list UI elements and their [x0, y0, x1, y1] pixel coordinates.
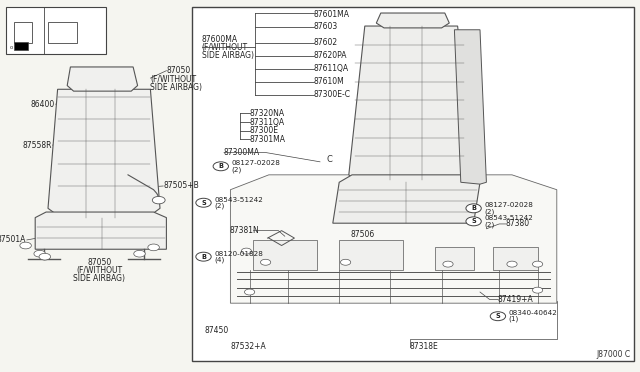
Text: o: o	[10, 45, 13, 50]
Text: 87602: 87602	[314, 38, 338, 47]
Text: (2): (2)	[484, 208, 495, 215]
Text: 87505+B: 87505+B	[163, 182, 199, 190]
Text: 87419+A: 87419+A	[498, 295, 534, 304]
Circle shape	[532, 261, 543, 267]
Polygon shape	[230, 175, 557, 303]
Circle shape	[260, 259, 271, 265]
Circle shape	[134, 250, 145, 257]
Text: 08340-40642: 08340-40642	[509, 310, 557, 316]
Text: 87300E-C: 87300E-C	[314, 90, 351, 99]
Circle shape	[39, 253, 51, 260]
Circle shape	[340, 259, 351, 265]
Text: (4): (4)	[214, 256, 225, 263]
Text: 87610M: 87610M	[314, 77, 344, 86]
Circle shape	[20, 242, 31, 249]
Text: (F/WITHOUT: (F/WITHOUT	[76, 266, 122, 275]
Text: 87506: 87506	[351, 230, 375, 239]
Text: 87311QA: 87311QA	[250, 118, 285, 126]
Circle shape	[34, 250, 45, 257]
Bar	[14, 22, 32, 43]
Text: (1): (1)	[509, 316, 519, 323]
Text: 87558R: 87558R	[23, 141, 52, 150]
Text: J87000 C: J87000 C	[596, 350, 630, 359]
Circle shape	[507, 261, 517, 267]
Text: 08127-02028: 08127-02028	[232, 160, 280, 166]
Circle shape	[490, 312, 506, 321]
Bar	[435, 247, 474, 270]
Text: C: C	[326, 155, 333, 164]
Bar	[192, 7, 634, 361]
Text: 08543-51242: 08543-51242	[484, 215, 533, 221]
Text: 87601MA: 87601MA	[314, 10, 349, 19]
Text: 87050: 87050	[87, 258, 111, 267]
Polygon shape	[454, 30, 486, 184]
Text: B: B	[218, 163, 223, 169]
Polygon shape	[333, 175, 480, 223]
Polygon shape	[376, 13, 449, 28]
Text: 87300E: 87300E	[250, 126, 278, 135]
Text: (2): (2)	[214, 202, 225, 209]
Circle shape	[466, 217, 481, 226]
Text: 87450: 87450	[205, 326, 229, 335]
Text: (2): (2)	[232, 166, 242, 173]
Text: SIDE AIRBAG): SIDE AIRBAG)	[202, 51, 253, 60]
Circle shape	[213, 162, 228, 171]
Text: (F/WITHOUT: (F/WITHOUT	[150, 76, 196, 84]
Polygon shape	[67, 67, 138, 91]
Circle shape	[244, 289, 255, 295]
Circle shape	[241, 248, 252, 254]
Circle shape	[196, 252, 211, 261]
Text: 87501A: 87501A	[0, 235, 26, 244]
Bar	[253, 240, 317, 270]
Circle shape	[152, 196, 165, 204]
Text: 87620PA: 87620PA	[314, 51, 347, 60]
Text: B: B	[201, 254, 206, 260]
Text: 08543-51242: 08543-51242	[214, 197, 263, 203]
Text: 08127-02028: 08127-02028	[484, 202, 533, 208]
Bar	[14, 42, 28, 50]
Polygon shape	[349, 26, 474, 184]
Text: 87532+A: 87532+A	[230, 342, 266, 351]
Bar	[493, 247, 538, 270]
Text: 86400: 86400	[30, 100, 54, 109]
Circle shape	[148, 244, 159, 251]
Text: (F/WITHOUT: (F/WITHOUT	[202, 43, 248, 52]
Circle shape	[532, 287, 543, 293]
Bar	[48, 22, 77, 43]
Text: S: S	[471, 218, 476, 224]
Text: 87381N: 87381N	[229, 226, 259, 235]
Text: 87380: 87380	[506, 219, 530, 228]
Text: (2): (2)	[484, 221, 495, 228]
Circle shape	[466, 204, 481, 213]
Text: 87318E: 87318E	[410, 342, 438, 351]
Circle shape	[443, 261, 453, 267]
Text: 87050: 87050	[166, 66, 191, 75]
Text: S: S	[495, 313, 500, 319]
Text: 87603: 87603	[314, 22, 338, 31]
Text: S: S	[201, 200, 206, 206]
Text: 87600MA: 87600MA	[202, 35, 237, 44]
Text: 87301MA: 87301MA	[250, 135, 285, 144]
Polygon shape	[48, 89, 160, 218]
Text: 87300MA: 87300MA	[224, 148, 260, 157]
Text: 87320NA: 87320NA	[250, 109, 285, 118]
Circle shape	[196, 198, 211, 207]
Polygon shape	[35, 212, 166, 249]
FancyBboxPatch shape	[6, 7, 106, 54]
Bar	[339, 240, 403, 270]
Text: 08120-01828: 08120-01828	[214, 251, 263, 257]
Text: SIDE AIRBAG): SIDE AIRBAG)	[150, 83, 202, 92]
Text: 87611QA: 87611QA	[314, 64, 349, 73]
Text: SIDE AIRBAG): SIDE AIRBAG)	[73, 275, 125, 283]
Text: B: B	[471, 205, 476, 211]
